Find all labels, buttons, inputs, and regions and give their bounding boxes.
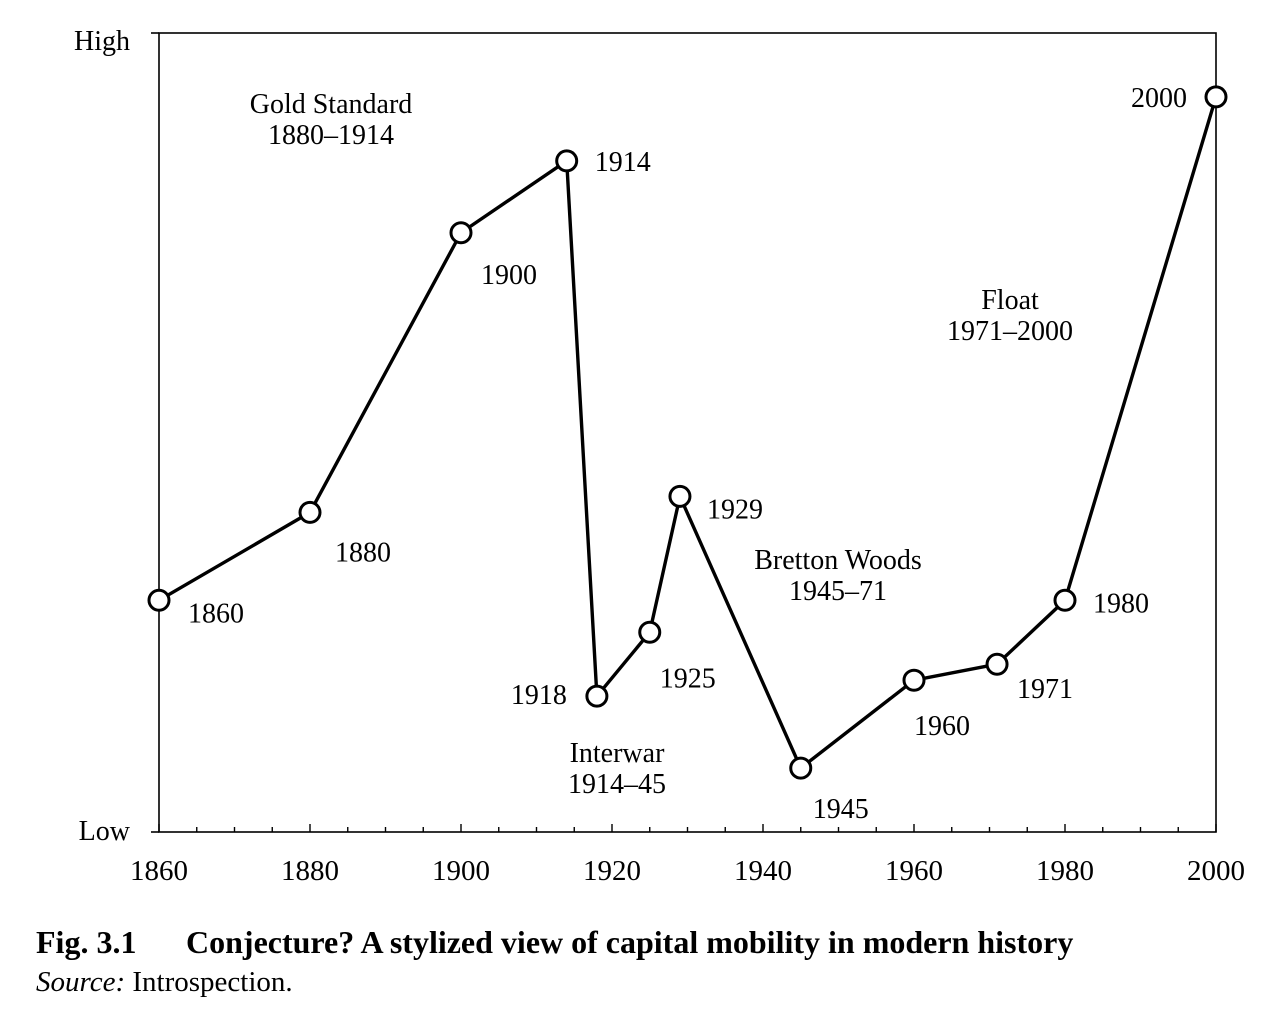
point-label-1918: 1918: [511, 680, 567, 711]
series-line: [158, 96, 1218, 771]
era-label-interwar-line-1: Interwar: [570, 738, 666, 769]
data-point-1880: [298, 500, 322, 524]
point-label-1971: 1971: [1017, 674, 1073, 705]
source-text: Introspection.: [125, 966, 293, 998]
era-label-interwar-line-2: 1914–45: [568, 769, 666, 800]
era-label-float-line-1: Float: [981, 285, 1039, 316]
era-label-bretton-line-2: 1945–71: [789, 576, 887, 607]
data-point-2000: [1204, 85, 1228, 109]
x-axis-ticks: 1860 1880 1900 1920 1940 1960 1980 2000: [130, 824, 1245, 887]
source-label: Source:: [36, 966, 126, 998]
era-label-gold-line-2: 1880–1914: [268, 120, 394, 151]
data-point-1980: [1053, 588, 1077, 612]
x-tick-label-2000: 2000: [1187, 855, 1245, 887]
y-axis-high-label: High: [74, 26, 130, 57]
data-point-1900: [449, 221, 473, 245]
era-label-gold-line-1: Gold Standard: [250, 89, 413, 120]
data-point-1914: [555, 149, 579, 173]
x-tick-label-1960: 1960: [885, 855, 943, 887]
x-tick-label-1900: 1900: [432, 855, 490, 887]
data-point-1925: [638, 620, 662, 644]
data-point-1960: [902, 668, 926, 692]
data-point-1929: [668, 484, 692, 508]
point-label-1900: 1900: [481, 260, 537, 291]
x-tick-label-1940: 1940: [734, 855, 792, 887]
data-point-1918: [585, 684, 609, 708]
figure-title-line: Fig. 3.1 Conjecture? A stylized view of c…: [36, 922, 1266, 962]
era-label-bretton-line-1: Bretton Woods: [754, 545, 922, 576]
point-label-1980: 1980: [1093, 588, 1149, 619]
point-label-1960: 1960: [914, 711, 970, 742]
data-point-1971: [985, 652, 1009, 676]
data-point-1945: [789, 756, 813, 780]
plot-frame: [151, 32, 1217, 833]
figure-number: Fig. 3.1: [36, 924, 137, 960]
point-label-1880: 1880: [335, 537, 391, 568]
x-tick-label-1880: 1880: [281, 855, 339, 887]
data-points: [147, 85, 1228, 780]
y-axis-low-label: Low: [79, 816, 131, 847]
point-label-1925: 1925: [660, 663, 716, 694]
data-point-1860: [147, 588, 171, 612]
x-tick-label-1980: 1980: [1036, 855, 1094, 887]
point-label-1929: 1929: [707, 494, 763, 525]
x-tick-label-1860: 1860: [130, 855, 188, 887]
series-polyline: [158, 96, 1218, 771]
point-label-1914: 1914: [595, 147, 651, 178]
point-label-1860: 1860: [188, 598, 244, 629]
figure-title: Conjecture? A stylized view of capital m…: [186, 924, 1074, 960]
point-label-1945: 1945: [813, 794, 869, 825]
figure-caption: Fig. 3.1 Conjecture? A stylized view of c…: [36, 922, 1266, 1000]
x-tick-label-1920: 1920: [583, 855, 641, 887]
era-label-float-line-2: 1971–2000: [947, 316, 1073, 347]
plot-border: [158, 32, 1217, 833]
point-label-2000: 2000: [1131, 83, 1187, 114]
figure-source: Source: Introspection.: [36, 964, 1266, 1000]
capital-mobility-chart: 1860 1880 1900 1920 1940 1960 1980 2000 1860 188…: [74, 26, 1245, 887]
point-labels: 1860 1880 1900 1914 1918 1925 1929 1945 1960 1971…: [188, 83, 1187, 825]
